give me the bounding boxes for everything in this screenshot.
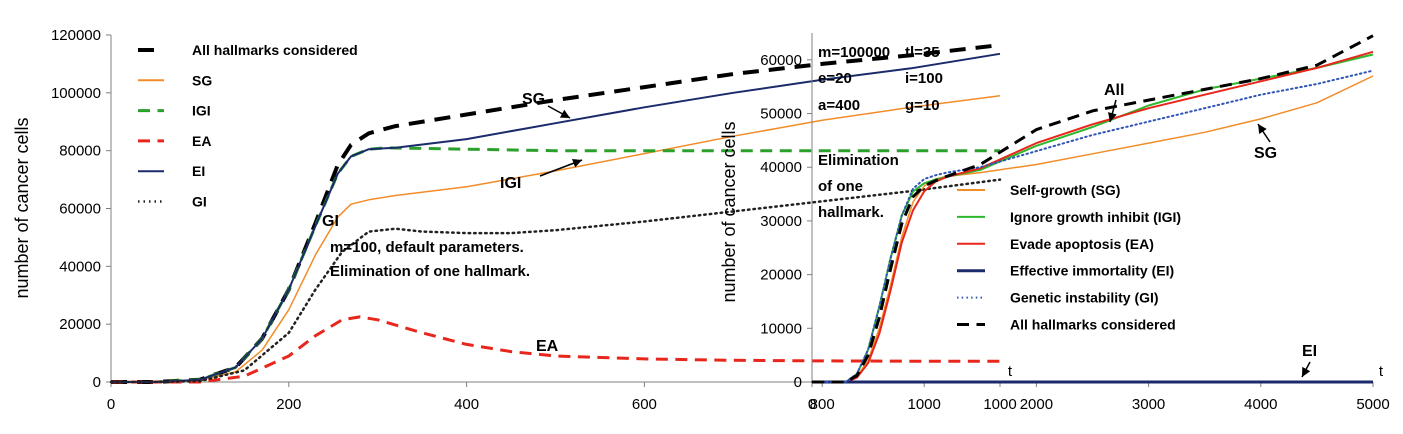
x-tick-label: 600 [632, 396, 657, 413]
legend-entry: All hallmarks considered [192, 42, 358, 58]
y-axis-title: number of cancer cells [719, 121, 739, 302]
x-axis-title: t [1379, 363, 1384, 380]
series-line-sg [111, 94, 1001, 383]
y-tick-label: 120000 [51, 27, 101, 44]
parameter-label: g=10 [905, 97, 940, 114]
y-tick-label: 0 [794, 374, 802, 391]
y-tick-label: 60000 [760, 52, 802, 69]
annotation: Elimination of one hallmark. [330, 263, 530, 280]
series-line-all-hallmarks-considered [111, 43, 1001, 384]
annotation: Elimination [818, 152, 899, 169]
y-tick-label: 20000 [59, 316, 101, 333]
series-line-genetic-instability-gi [811, 69, 1374, 383]
series-line-gi [109, 178, 1002, 384]
y-tick-label: 100000 [51, 85, 101, 102]
y-tick-label: 40000 [59, 258, 101, 275]
curve-label: IGI [500, 175, 521, 192]
parameter-label: m=100000 [818, 44, 890, 61]
x-tick-label: 200 [276, 396, 301, 413]
x-tick-label: 1000 [983, 396, 1016, 413]
x-axis-title: t [1008, 363, 1013, 380]
legend-entry: Genetic instability (GI) [1010, 290, 1159, 306]
y-tick-label: 60000 [59, 201, 101, 218]
arrowhead [559, 109, 570, 118]
curve-label: All [1104, 82, 1124, 99]
x-tick-label: 2000 [1020, 396, 1053, 413]
parameter-label: tl=35 [905, 44, 940, 61]
arrowhead [572, 159, 582, 168]
x-tick-label: 5000 [1356, 396, 1389, 413]
curve-label: EI [1302, 343, 1317, 360]
arrowhead [1108, 112, 1117, 122]
legend-entry: All hallmarks considered [1010, 317, 1176, 333]
y-tick-label: 0 [93, 374, 101, 391]
legend-entry: SG [192, 72, 212, 88]
series-line-all-hallmarks-considered [812, 34, 1374, 384]
y-tick-label: 50000 [760, 106, 802, 123]
legend-entry: Self-growth (SG) [1010, 182, 1120, 198]
legend-entry: EI [192, 163, 205, 179]
annotation: hallmark. [818, 204, 884, 221]
legend-entry: GI [192, 194, 207, 210]
parameter-label: a=400 [818, 97, 860, 114]
x-tick-label: 400 [454, 396, 479, 413]
legend-entry: IGI [192, 103, 211, 119]
legend-entry: Evade apoptosis (EA) [1010, 236, 1154, 252]
curve-label: EA [536, 338, 559, 355]
legend-entry: EA [192, 133, 211, 149]
curve-label: SG [522, 91, 545, 108]
legend-entry: Effective immortality (EI) [1010, 263, 1174, 279]
arrowhead [1258, 124, 1267, 134]
x-tick-label: 4000 [1244, 396, 1277, 413]
y-axis-title: number of cancer cells [12, 117, 32, 298]
curve-label: GI [322, 213, 339, 230]
y-tick-label: 30000 [760, 213, 802, 230]
x-tick-label: 0 [107, 396, 115, 413]
x-tick-label: 1000 [908, 396, 941, 413]
y-tick-label: 20000 [760, 267, 802, 284]
x-tick-label: 800 [810, 396, 835, 413]
parameter-label: i=100 [905, 70, 943, 87]
y-tick-label: 80000 [59, 143, 101, 160]
annotation: m=100, default parameters. [330, 239, 524, 256]
legend-entry: Ignore growth inhibit (IGI) [1010, 209, 1181, 225]
y-tick-label: 40000 [760, 159, 802, 176]
y-tick-label: 10000 [760, 320, 802, 337]
series-line-ea [111, 315, 1000, 384]
arrowhead [1302, 366, 1311, 377]
x-tick-label: 3000 [1132, 396, 1165, 413]
series-line-ei [111, 52, 1001, 383]
series-line-self-growth-sg [812, 75, 1374, 383]
x-tick-label: 0 [808, 396, 816, 413]
curve-label: SG [1254, 145, 1277, 162]
annotation: of one [818, 178, 863, 195]
parameter-label: e=20 [818, 70, 852, 87]
